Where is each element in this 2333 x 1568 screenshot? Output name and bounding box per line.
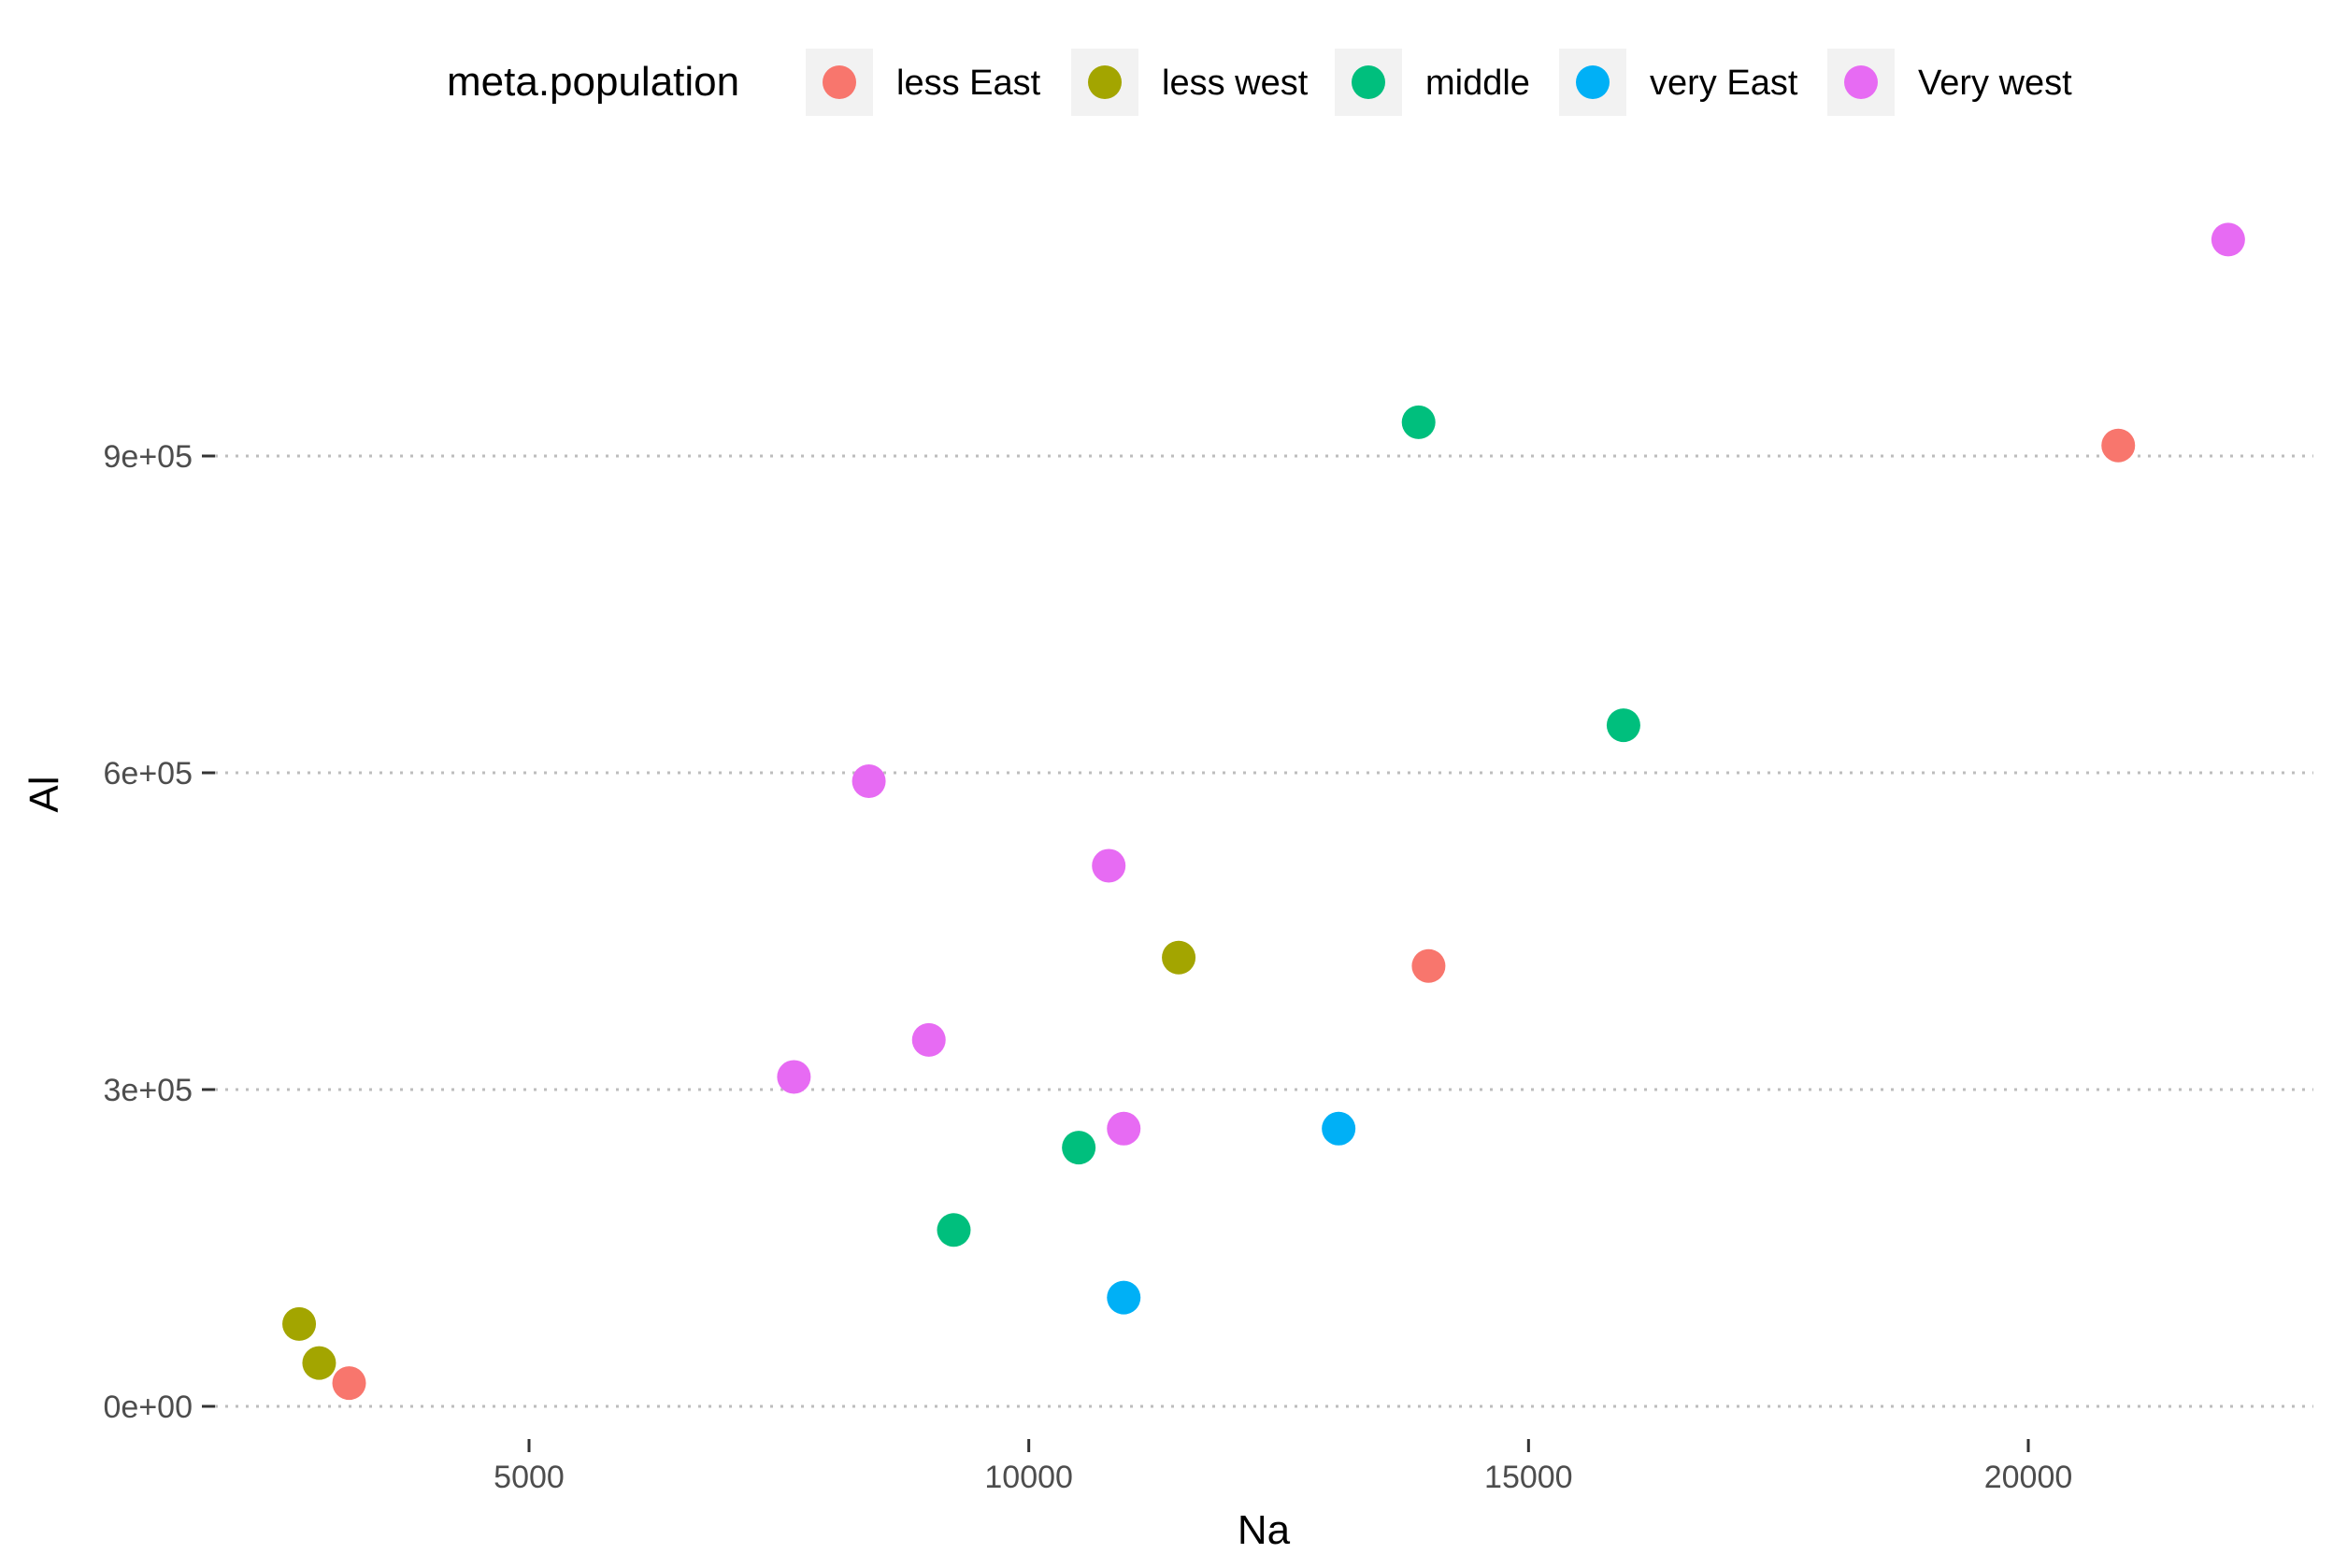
- x-tick-label: 5000: [494, 1460, 565, 1495]
- point-very-west: [1092, 848, 1126, 883]
- legend: meta.population less East less west middle…: [447, 49, 2072, 116]
- legend-key-icon: [823, 65, 856, 99]
- legend-item-less-east: less East: [806, 49, 1041, 116]
- point-less-west: [282, 1306, 317, 1341]
- legend-item-very-west: Very west: [1827, 49, 2072, 116]
- y-axis-title: Al: [21, 776, 67, 812]
- point-middle: [937, 1213, 971, 1247]
- legend-key-icon: [1844, 65, 1878, 99]
- legend-key-icon: [1352, 65, 1385, 99]
- point-less-west: [1162, 940, 1196, 975]
- point-very-east: [1107, 1280, 1141, 1315]
- point-very-west: [1107, 1111, 1141, 1146]
- legend-label: middle: [1425, 64, 1530, 103]
- y-tick-label: 3e+05: [104, 1073, 193, 1108]
- legend-key-icon: [1576, 65, 1610, 99]
- legend-title: meta.population: [447, 59, 739, 105]
- point-very-west: [911, 1022, 946, 1057]
- legend-label: very East: [1650, 64, 1798, 103]
- x-tick-label: 15000: [1484, 1460, 1573, 1495]
- x-tick-label: 20000: [1984, 1460, 2073, 1495]
- legend-item-middle: middle: [1335, 49, 1530, 116]
- legend-label: Very west: [1918, 64, 2072, 103]
- point-very-east: [1322, 1111, 1356, 1146]
- point-less-east: [332, 1366, 366, 1401]
- legend-label: less west: [1162, 64, 1309, 103]
- point-middle: [1606, 708, 1640, 743]
- point-very-west: [852, 764, 886, 799]
- point-less-east: [2101, 428, 2136, 463]
- point-very-west: [2211, 222, 2245, 257]
- point-very-west: [777, 1060, 811, 1094]
- x-axis-title: Na: [1238, 1507, 1291, 1553]
- legend-key-icon: [1088, 65, 1122, 99]
- point-less-east: [1411, 948, 1446, 983]
- point-middle: [1062, 1131, 1096, 1165]
- x-axis: 5000 10000 15000 20000: [494, 1439, 2072, 1495]
- y-tick-label: 6e+05: [104, 756, 193, 791]
- legend-item-very-east: very East: [1559, 49, 1798, 116]
- legend-item-less-west: less west: [1071, 49, 1309, 116]
- y-tick-label: 9e+05: [104, 439, 193, 475]
- data-points: [282, 222, 2245, 1401]
- y-tick-label: 0e+00: [104, 1390, 193, 1425]
- point-middle: [1401, 405, 1436, 439]
- point-less-west: [302, 1346, 336, 1380]
- legend-items: less East less west middle very East Very we…: [806, 49, 2072, 116]
- legend-label: less East: [896, 64, 1041, 103]
- y-axis: 0e+00 3e+05 6e+05 9e+05: [104, 439, 215, 1425]
- x-tick-label: 10000: [984, 1460, 1073, 1495]
- gridlines: [215, 454, 2313, 1408]
